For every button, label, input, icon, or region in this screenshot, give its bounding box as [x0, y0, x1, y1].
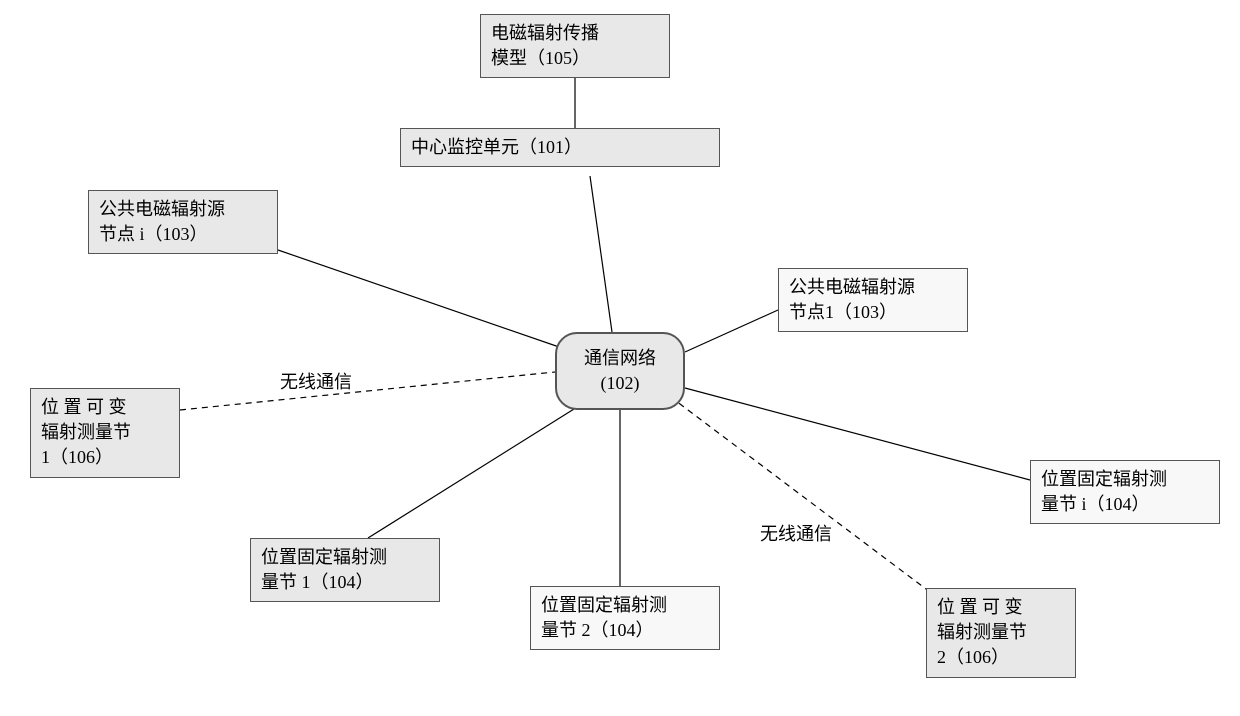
- edge-src-1-103-network-hub: [685, 310, 778, 352]
- edge-var-1-106-network-hub: [180, 372, 555, 410]
- edge-label-0: 无线通信: [280, 368, 352, 394]
- model-105: 电磁辐射传播模型（105）: [480, 14, 670, 78]
- edge-monitor-101-network-hub: [590, 176, 612, 332]
- edge-label-1: 无线通信: [760, 520, 832, 546]
- var-1-106: 位 置 可 变辐射测量节1（106）: [30, 388, 180, 478]
- src-1-103-line1: 公共电磁辐射源: [789, 275, 957, 300]
- fixed-1-104-line1: 位置固定辐射测: [261, 545, 429, 570]
- fixed-2-104: 位置固定辐射测量节 2（104）: [530, 586, 720, 650]
- model-105-line1: 电磁辐射传播: [491, 21, 659, 46]
- fixed-i-104-line2: 量节 i（104）: [1041, 492, 1209, 517]
- edge-src-i-103-network-hub: [278, 250, 562, 348]
- fixed-2-104-line1: 位置固定辐射测: [541, 593, 709, 618]
- network-hub: 通信网络 (102): [555, 332, 685, 410]
- network-hub-line1: 通信网络: [575, 346, 665, 371]
- var-2-106-line1: 位 置 可 变: [937, 595, 1065, 620]
- monitor-101-line1: 中心监控单元（101）: [411, 135, 709, 160]
- network-hub-line2: (102): [575, 371, 665, 396]
- src-1-103-line2: 节点1（103）: [789, 300, 957, 325]
- src-i-103-line1: 公共电磁辐射源: [99, 197, 267, 222]
- src-i-103-line2: 节点 i（103）: [99, 222, 267, 247]
- fixed-1-104-line2: 量节 1（104）: [261, 570, 429, 595]
- model-105-line2: 模型（105）: [491, 46, 659, 71]
- src-1-103: 公共电磁辐射源节点1（103）: [778, 268, 968, 332]
- var-1-106-line3: 1（106）: [41, 445, 169, 470]
- src-i-103: 公共电磁辐射源节点 i（103）: [88, 190, 278, 254]
- fixed-i-104-line1: 位置固定辐射测: [1041, 467, 1209, 492]
- monitor-101: 中心监控单元（101）: [400, 128, 720, 167]
- var-1-106-line1: 位 置 可 变: [41, 395, 169, 420]
- fixed-1-104: 位置固定辐射测量节 1（104）: [250, 538, 440, 602]
- var-2-106: 位 置 可 变辐射测量节2（106）: [926, 588, 1076, 678]
- edge-var-2-106-network-hub: [672, 398, 930, 592]
- var-1-106-line2: 辐射测量节: [41, 420, 169, 445]
- fixed-i-104: 位置固定辐射测量节 i（104）: [1030, 460, 1220, 524]
- edge-fixed-1-104-network-hub: [368, 404, 582, 538]
- fixed-2-104-line2: 量节 2（104）: [541, 618, 709, 643]
- edge-fixed-i-104-network-hub: [685, 388, 1030, 480]
- var-2-106-line2: 辐射测量节: [937, 620, 1065, 645]
- var-2-106-line3: 2（106）: [937, 645, 1065, 670]
